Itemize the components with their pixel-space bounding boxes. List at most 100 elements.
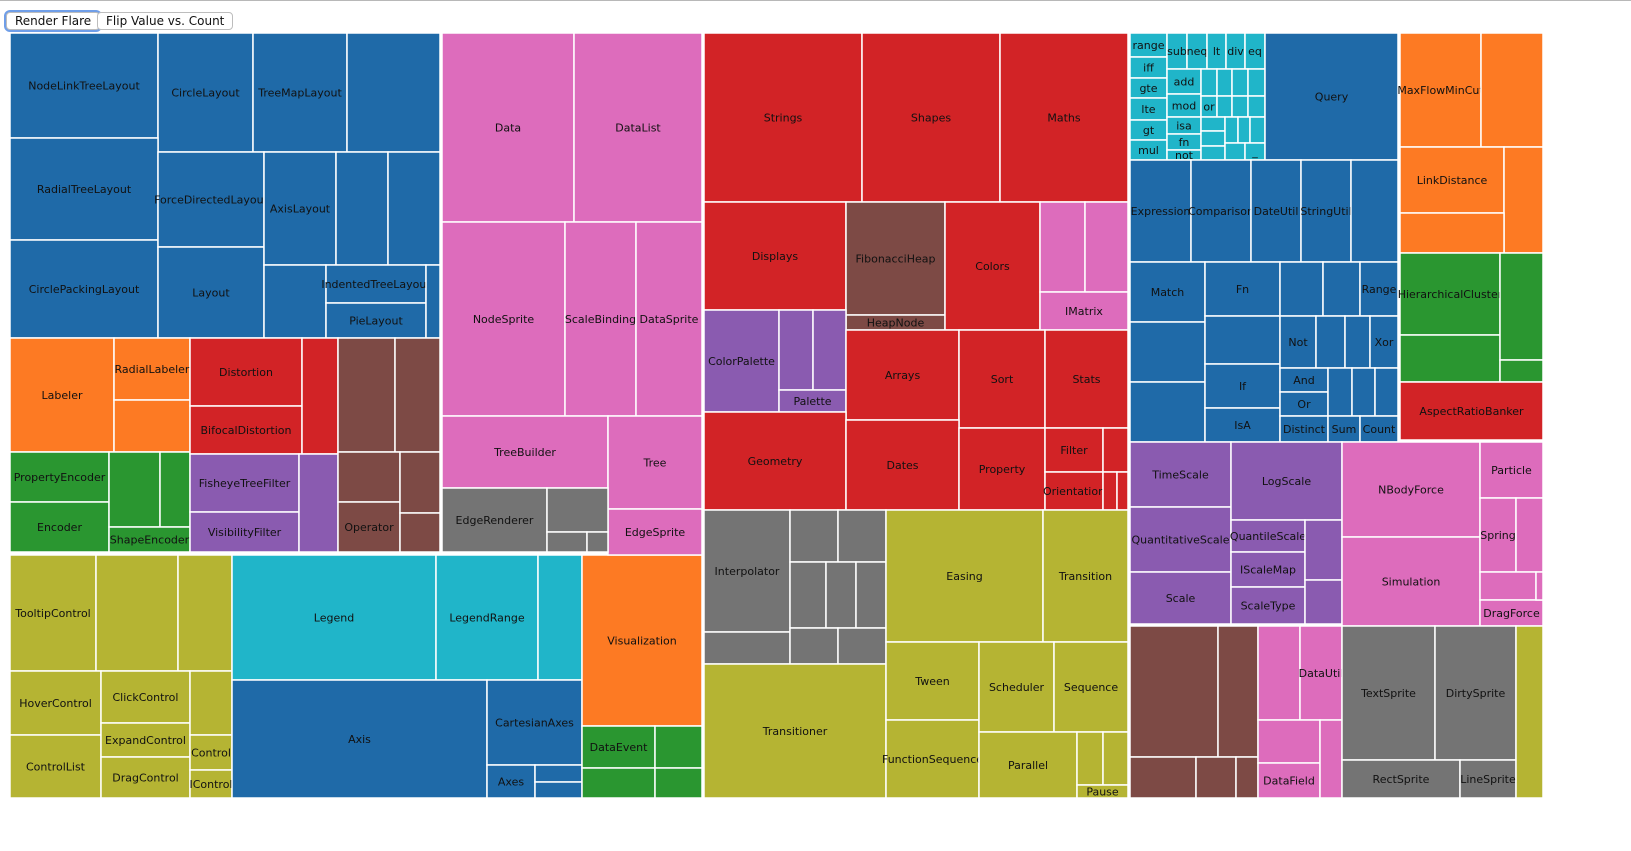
treemap-cell-expression[interactable] [1129,159,1192,263]
treemap-cell[interactable] [387,151,441,266]
treemap-cell-dragcontrol[interactable] [100,756,191,799]
treemap-cell-arrays[interactable] [845,329,960,421]
treemap-cell-sort[interactable] [958,329,1046,429]
treemap-cell-hovercontrol[interactable] [9,670,102,736]
treemap-cell[interactable] [1204,315,1281,365]
treemap-cell[interactable] [1344,315,1371,369]
treemap-cell-axes[interactable] [486,764,536,799]
treemap-cell[interactable] [1315,315,1346,369]
treemap-cell[interactable] [825,561,857,629]
treemap-cell-tree[interactable] [607,415,703,510]
treemap-cell[interactable] [837,627,887,665]
treemap-cell[interactable] [586,531,609,553]
treemap-cell[interactable] [159,451,191,528]
treemap-cell-particle[interactable] [1479,441,1544,499]
treemap-cell[interactable] [1304,579,1343,625]
treemap-cell[interactable] [546,487,609,533]
treemap-cell-datasprite[interactable] [635,221,703,417]
treemap-cell-dataevent[interactable] [581,725,656,769]
treemap-cell[interactable] [1322,261,1361,317]
flip-value-count-button[interactable]: Flip Value vs. Count [97,12,234,30]
treemap-cell-linesprite[interactable] [1459,759,1517,799]
treemap-cell-orientation[interactable] [1044,471,1104,511]
treemap-cell-scheduler[interactable] [978,641,1055,733]
treemap-cell-sum[interactable] [1327,415,1361,443]
treemap-cell[interactable] [1084,201,1129,293]
treemap-cell[interactable] [1257,625,1301,721]
treemap-cell[interactable] [537,554,583,681]
treemap-cell[interactable] [263,264,327,339]
treemap-cell[interactable] [394,337,441,453]
treemap-cell[interactable] [546,531,588,553]
treemap-cell[interactable] [1499,359,1544,383]
treemap-cell-indentedtreelayout[interactable] [325,264,427,304]
treemap-cell[interactable] [399,451,441,514]
treemap-cell[interactable] [534,764,583,783]
treemap-cell[interactable] [1399,334,1501,383]
treemap-cell-easing[interactable] [885,509,1044,643]
treemap-cell[interactable] [108,451,161,528]
treemap-cell-bifocaldistortion[interactable] [189,405,303,455]
treemap-cell[interactable] [1399,212,1505,254]
treemap-cell[interactable] [1535,571,1544,601]
treemap-cell-labeler[interactable] [9,337,115,453]
treemap-cell[interactable] [1216,95,1233,118]
treemap-cell-textsprite[interactable] [1341,625,1436,761]
treemap-cell[interactable] [1257,719,1321,764]
treemap-cell-functionsequence[interactable] [885,719,980,799]
treemap-cell-property[interactable] [958,427,1046,511]
treemap-cell[interactable] [1327,367,1353,417]
treemap-cell-spring[interactable] [1479,497,1517,573]
treemap-cell-transition[interactable] [1042,509,1129,643]
treemap-cell[interactable] [654,725,703,769]
treemap-cell[interactable] [177,554,233,672]
treemap-cell-axis[interactable] [231,679,488,799]
treemap-cell-propertyencoder[interactable] [9,451,110,503]
treemap-cell[interactable] [1515,625,1544,799]
treemap-cell[interactable] [1039,201,1086,293]
treemap-cell-simulation[interactable] [1341,536,1481,627]
treemap-cell-query[interactable] [1264,32,1399,161]
treemap-cell[interactable] [337,337,396,453]
treemap-cell[interactable] [1247,68,1266,97]
treemap-cell[interactable] [789,561,827,629]
treemap-cell[interactable] [654,767,703,799]
treemap-cell[interactable] [1235,756,1259,799]
treemap-cell[interactable] [1129,756,1197,799]
treemap-cell[interactable] [1351,367,1376,417]
treemap-cell-edgesprite[interactable] [607,508,703,556]
treemap-cell-pause[interactable] [1076,784,1129,799]
treemap-cell-parallel[interactable] [978,731,1078,799]
treemap-cell[interactable] [1503,146,1544,254]
treemap-cell[interactable] [1249,116,1266,144]
treemap-cell[interactable] [1129,625,1219,758]
treemap-cell-layout[interactable] [157,246,265,339]
treemap-cell[interactable] [778,309,814,391]
treemap-cell[interactable] [1479,571,1537,601]
treemap-cell[interactable] [855,561,887,629]
treemap-cell-icontrol[interactable] [189,769,233,799]
treemap-cell-distortion[interactable] [189,337,303,407]
treemap-cell[interactable] [1200,68,1218,97]
treemap-cell[interactable] [1200,145,1226,161]
treemap-cell-dates[interactable] [845,419,960,511]
treemap-cell[interactable] [189,670,233,736]
treemap-cell-filter[interactable] [1044,427,1104,473]
treemap-cell-dragforce[interactable] [1479,599,1544,627]
treemap-cell[interactable] [346,32,441,153]
treemap-cell-not[interactable] [1279,315,1317,369]
treemap-cell-geometry[interactable] [703,411,847,511]
treemap-cell[interactable] [298,453,339,553]
treemap-cell[interactable] [837,509,887,563]
treemap-cell-shapes[interactable] [861,32,1001,203]
treemap-cell[interactable] [1116,471,1129,511]
treemap-cell-clickcontrol[interactable] [100,670,191,724]
treemap-cell-fibonacciheap[interactable] [845,201,946,316]
treemap-cell[interactable] [703,631,791,665]
treemap-cell[interactable] [1304,519,1343,581]
treemap-cell-stringutil[interactable] [1300,159,1352,263]
treemap-cell-aspectratiobanker[interactable] [1399,381,1544,441]
treemap-cell-transitioner[interactable] [703,663,887,799]
treemap-cell[interactable] [534,781,583,799]
treemap-cell[interactable] [1515,497,1544,573]
